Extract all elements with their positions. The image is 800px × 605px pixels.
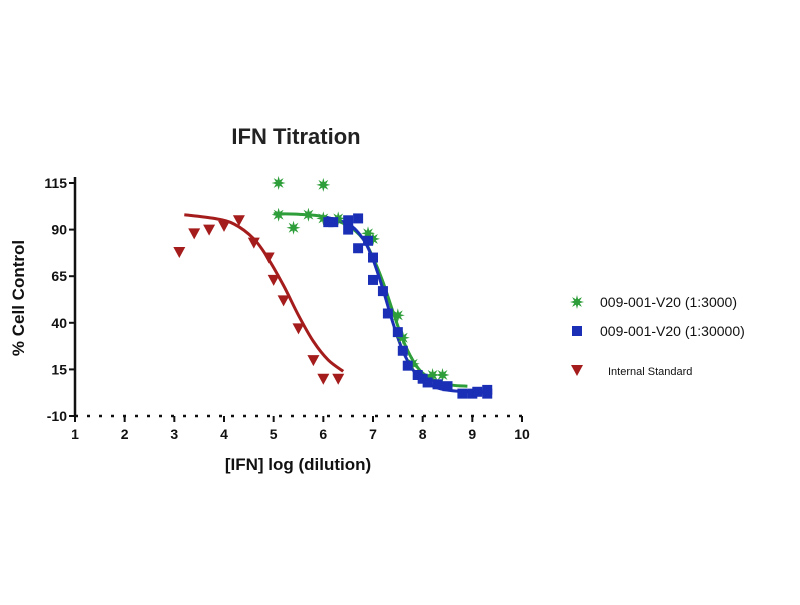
data-point-series-2 [353,243,364,254]
data-point-series-3 [292,323,305,335]
legend-marker-series-2 [572,326,582,336]
y-axis-label: % Cell Control [9,240,28,356]
data-point-series-3 [247,237,260,249]
y-tick-label: 40 [51,315,67,331]
data-point-series-1 [435,368,450,382]
y-tick-label: 15 [51,361,67,377]
x-tick-label: 10 [514,426,530,442]
data-point-series-3 [267,274,280,286]
data-point-series-2 [482,388,493,399]
data-point-series-3 [332,373,345,385]
data-point-series-1 [271,176,286,190]
data-point-series-2 [343,224,354,235]
data-point-series-2 [392,327,403,338]
x-tick-label: 5 [270,426,278,442]
legend-label-series-1: 009-001-V20 (1:3000) [600,294,737,310]
data-point-series-2 [368,274,378,285]
y-tick-label: 65 [51,268,67,284]
data-point-series-2 [377,286,388,297]
data-point-series-1 [271,207,286,222]
data-point-series-3 [262,252,275,264]
data-point-series-3 [188,228,201,240]
legend-marker-series-1 [570,295,584,309]
data-point-series-2 [343,215,354,226]
data-point-series-1 [286,220,301,235]
legend-label-series-2: 009-001-V20 (1:30000) [600,323,745,339]
data-point-series-2 [363,235,374,246]
y-tick-label: 115 [44,175,67,191]
x-tick-label: 3 [170,426,178,442]
y-tick-label: -10 [47,408,67,424]
data-point-series-3 [317,373,330,385]
x-tick-label: 6 [319,426,327,442]
data-point-series-2 [382,308,393,319]
data-point-series-3 [173,246,186,258]
x-axis-label: [IFN] log (dilution) [225,455,371,474]
chart-title: IFN Titration [231,124,360,149]
data-point-series-2 [368,252,378,263]
data-point-series-2 [397,345,408,356]
legend: 009-001-V20 (1:3000) 009-001-V20 (1:30000… [570,294,745,378]
x-tick-label: 9 [468,426,476,442]
legend-marker-series-3 [571,365,583,376]
y-tick-label: 90 [51,222,67,238]
x-tick-label: 1 [71,426,79,442]
x-tick-label: 8 [419,426,427,442]
data-point-series-2 [328,217,339,228]
data-point-series-1 [301,207,316,222]
data-point-series-1 [316,177,331,192]
data-point-series-3 [277,295,290,307]
fit-curve-series-3 [184,213,345,373]
data-point-series-1 [390,308,405,323]
data-point-series-2 [472,386,483,397]
x-tick-label: 2 [121,426,129,442]
data-point-series-3 [218,220,230,232]
data-points [173,176,493,399]
data-point-series-2 [402,360,413,371]
data-point-series-3 [307,355,320,367]
axes: -10 15 40 65 90 115 1 2 3 4 5 6 7 8 9 10 [44,175,530,442]
data-point-series-2 [422,377,433,388]
data-point-series-3 [203,224,216,236]
fit-curves [184,212,488,394]
data-point-series-3 [232,215,245,227]
data-point-series-2 [353,213,364,224]
legend-label-series-3: Internal Standard [608,366,692,378]
data-point-series-2 [432,379,443,390]
data-point-series-2 [442,381,453,392]
x-tick-label: 7 [369,426,377,442]
x-tick-label: 4 [220,426,228,442]
data-point-series-2 [457,388,468,399]
